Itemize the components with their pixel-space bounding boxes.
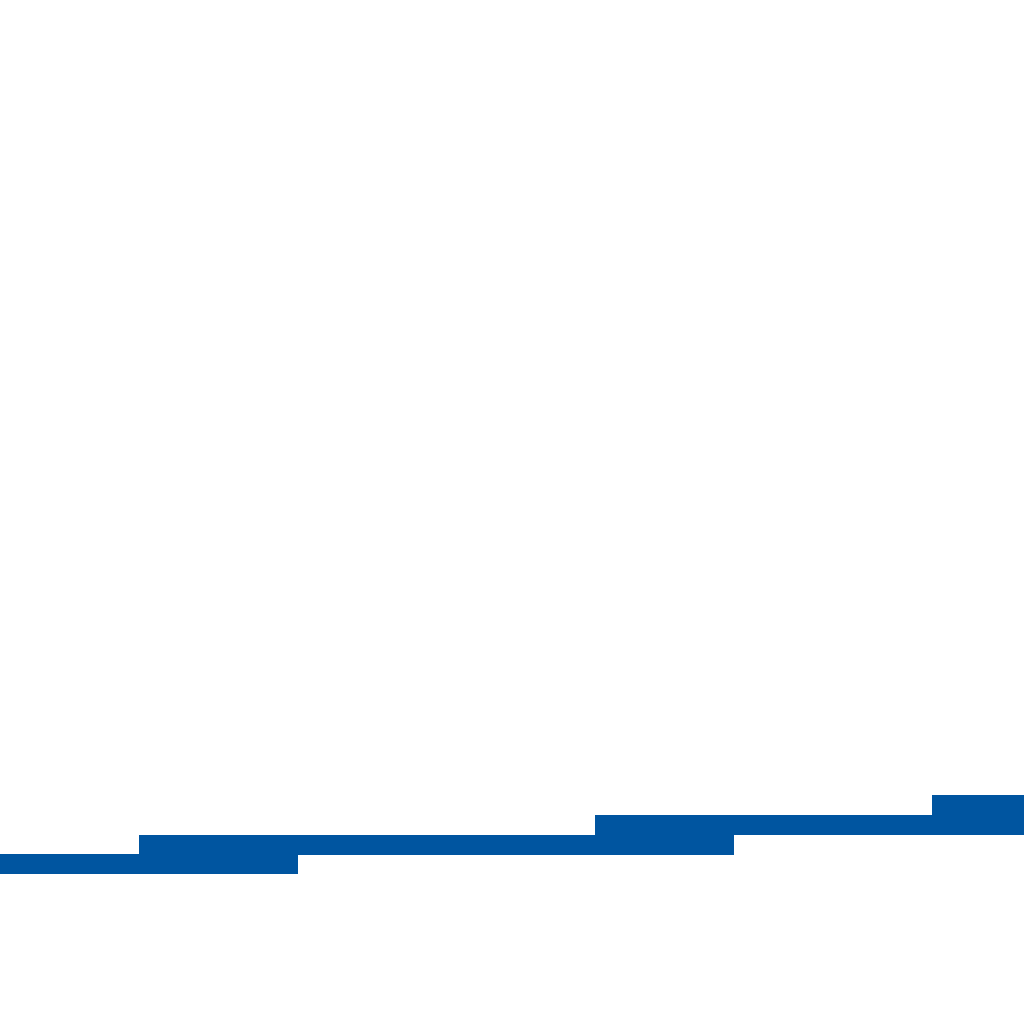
stripe-segment-2 (139, 835, 734, 855)
stripe-segment-1 (0, 854, 298, 874)
stripe-segment-3 (595, 815, 1024, 835)
stripe-segment-4 (932, 795, 1024, 815)
